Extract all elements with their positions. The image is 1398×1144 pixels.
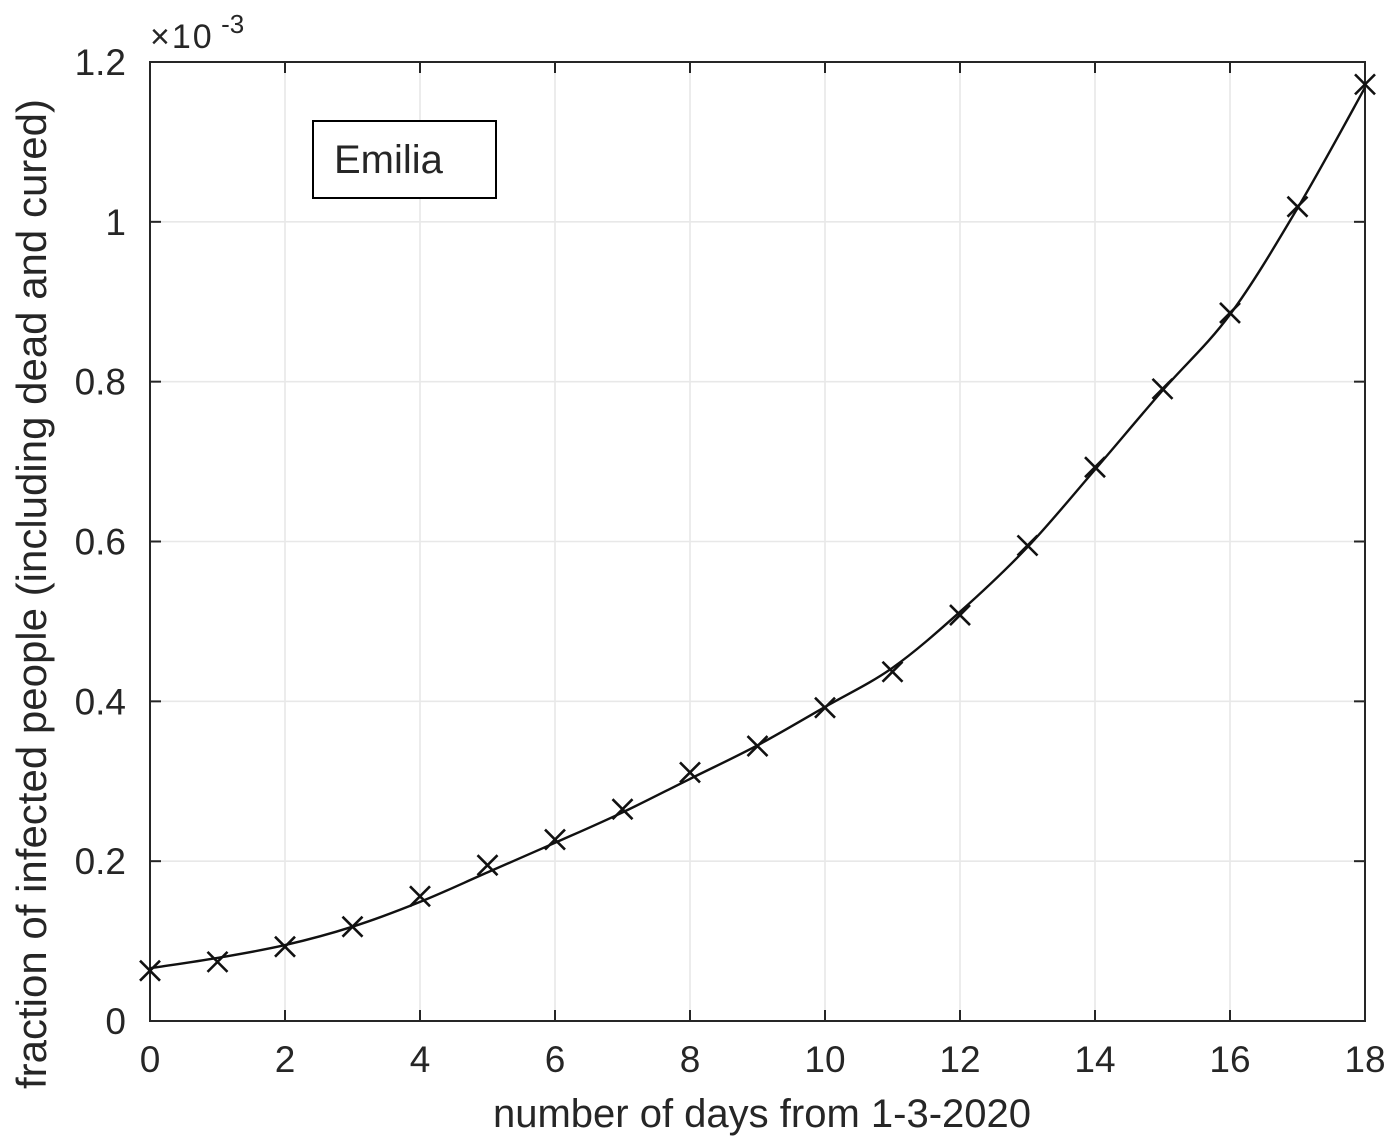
data-point-marker — [881, 660, 904, 683]
data-point-marker — [409, 885, 431, 908]
data-point-marker — [1286, 195, 1309, 218]
y-axis-label: fraction of infected people (including d… — [8, 99, 55, 1089]
fit-curve-line — [149, 87, 1367, 970]
data-point-marker — [1016, 534, 1039, 557]
gridlines — [150, 62, 1365, 1021]
y-tick-label: 0.2 — [75, 841, 126, 882]
y-tick-label: 1.2 — [75, 42, 126, 83]
y-tick-label: 0.4 — [75, 681, 126, 722]
x-tick-label: 6 — [545, 1039, 566, 1080]
x-tick-label: 18 — [1344, 1039, 1385, 1080]
legend: Emilia — [312, 120, 497, 199]
x-tick-label: 14 — [1074, 1039, 1115, 1080]
data-point-marker — [1151, 377, 1174, 400]
data-point-marker — [679, 761, 701, 784]
data-point-marker — [274, 935, 296, 958]
axes-frame — [149, 61, 1366, 1022]
x-tick-labels: 0 2 4 6 8 10 12 14 16 18 — [140, 1039, 1386, 1080]
x-tick-label: 8 — [680, 1039, 701, 1080]
y-tick-label: 0.8 — [75, 362, 126, 403]
legend-label: Emilia — [334, 138, 444, 182]
data-point-marker — [544, 828, 566, 851]
x-tick-label: 2 — [275, 1039, 296, 1080]
y-tick-label: 1 — [105, 202, 126, 243]
data-markers — [139, 73, 1376, 982]
y-axis-exponent-base: ×10 — [150, 18, 214, 56]
data-point-marker — [746, 735, 769, 758]
data-point-marker — [1084, 456, 1106, 479]
x-tick-label: 10 — [804, 1039, 845, 1080]
x-axis-label: number of days from 1-3-2020 — [493, 1092, 1031, 1136]
data-point-marker — [1354, 73, 1376, 96]
y-axis-exponent: ×10 -3 — [150, 9, 244, 56]
y-tick-labels: 0 0.2 0.4 0.6 0.8 1 1.2 — [75, 42, 126, 1042]
y-tick-label: 0.6 — [75, 522, 126, 563]
data-point-marker — [476, 854, 499, 877]
legend-box — [312, 120, 497, 199]
x-tick-label: 12 — [939, 1039, 980, 1080]
y-tick-label: 0 — [105, 1001, 126, 1042]
data-point-marker — [611, 798, 634, 821]
x-tick-label: 4 — [410, 1039, 431, 1080]
y-axis-exponent-power: -3 — [221, 9, 244, 39]
data-point-marker — [341, 915, 364, 938]
data-point-marker — [814, 696, 836, 719]
data-point-marker — [1219, 302, 1241, 324]
data-point-marker — [206, 950, 229, 973]
data-point-marker — [949, 604, 971, 626]
x-tick-label: 16 — [1209, 1039, 1250, 1080]
data-point-marker — [139, 959, 161, 982]
x-tick-label: 0 — [140, 1039, 161, 1080]
